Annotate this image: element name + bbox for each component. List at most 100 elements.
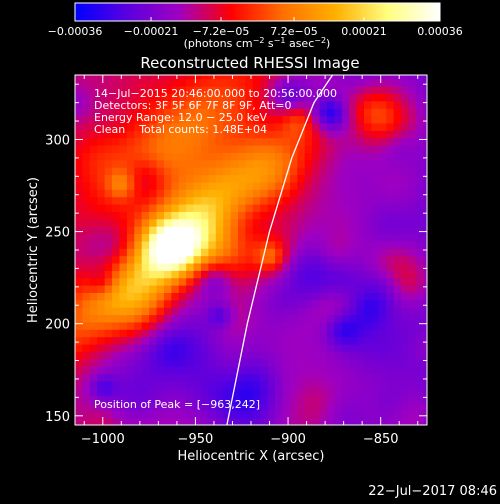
heatmap-cell	[171, 410, 180, 419]
heatmap-cell	[134, 351, 143, 360]
heatmap-cell	[364, 189, 373, 198]
heatmap-cell	[75, 307, 84, 316]
heatmap-cell	[215, 255, 224, 264]
heatmap-cell	[401, 115, 410, 124]
heatmap-cell	[238, 108, 247, 117]
heatmap-cell	[112, 336, 121, 345]
heatmap-cell	[386, 115, 395, 124]
heatmap-cell	[401, 299, 410, 308]
heatmap-cell	[297, 262, 306, 271]
heatmap-cell	[238, 351, 247, 360]
heatmap-cell	[163, 152, 172, 161]
heatmap-cell	[193, 86, 202, 95]
heatmap-cell	[104, 86, 113, 95]
heatmap-cell	[260, 86, 269, 95]
heatmap-cell	[282, 240, 291, 249]
heatmap-cell	[282, 145, 291, 153]
heatmap-cell	[326, 108, 335, 117]
x-tick-label: −900	[270, 432, 306, 447]
heatmap-cell	[126, 93, 135, 102]
heatmap-cell	[163, 145, 172, 153]
x-axis-label: Heliocentric X (arcsec)	[178, 449, 325, 464]
heatmap-cell	[186, 159, 195, 168]
heatmap-cell	[341, 174, 350, 183]
heatmap-cell	[423, 159, 427, 168]
heatmap-cell	[156, 203, 165, 212]
heatmap-cell	[149, 75, 158, 80]
heatmap-cell	[260, 388, 269, 397]
heatmap-cell	[289, 292, 298, 301]
heatmap-cell	[126, 152, 135, 161]
x-tick-label: −1000	[81, 432, 125, 447]
heatmap-cell	[408, 203, 417, 212]
heatmap-cell	[393, 410, 402, 419]
heatmap-cell	[126, 336, 135, 345]
heatmap-cell	[82, 336, 91, 345]
heatmap-cell	[326, 100, 335, 109]
heatmap-cell	[230, 211, 239, 220]
heatmap-cell	[326, 174, 335, 183]
heatmap-cell	[267, 329, 276, 338]
heatmap-cell	[156, 248, 165, 257]
heatmap-cell	[334, 145, 343, 153]
heatmap-cell	[349, 248, 358, 257]
heatmap-cell	[178, 395, 187, 404]
heatmap-cell	[238, 233, 247, 242]
heatmap-cell	[245, 366, 254, 375]
heatmap-cell	[82, 226, 91, 235]
heatmap-cell	[401, 329, 410, 338]
heatmap-cell	[319, 226, 328, 235]
heatmap-cell	[297, 321, 306, 330]
colorbar-tick-label: 0.00021	[341, 25, 387, 38]
heatmap-cell	[119, 285, 128, 293]
heatmap-cell	[112, 196, 121, 205]
heatmap-cell	[378, 174, 387, 183]
heatmap-cell	[267, 373, 276, 382]
heatmap-cell	[141, 248, 150, 257]
heatmap-cell	[156, 307, 165, 316]
heatmap-cell	[230, 366, 239, 375]
heatmap-cell	[349, 373, 358, 382]
heatmap-cell	[245, 75, 254, 80]
heatmap-cell	[252, 262, 261, 271]
heatmap-cell	[267, 402, 276, 411]
heatmap-cell	[304, 115, 313, 124]
heatmap-cell	[282, 93, 291, 102]
heatmap-cell	[341, 292, 350, 301]
heatmap-cell	[163, 262, 172, 271]
heatmap-cell	[178, 78, 187, 87]
heatmap-cell	[200, 307, 209, 316]
heatmap-cell	[200, 366, 209, 375]
heatmap-cell	[104, 321, 113, 330]
heatmap-cell	[341, 93, 350, 102]
heatmap-cell	[171, 270, 180, 279]
heatmap-cell	[104, 314, 113, 323]
heatmap-cell	[401, 270, 410, 279]
heatmap-cell	[149, 78, 158, 87]
heatmap-cell	[104, 380, 113, 389]
heatmap-cell	[267, 233, 276, 242]
heatmap-cell	[245, 174, 254, 183]
heatmap-cell	[252, 108, 261, 117]
heatmap-cell	[119, 262, 128, 271]
heatmap-cell	[141, 122, 150, 131]
heatmap-cell	[97, 314, 106, 323]
heatmap-cell	[386, 255, 395, 264]
heatmap-cell	[193, 130, 202, 139]
heatmap-cell	[326, 358, 335, 367]
heatmap-cell	[260, 307, 269, 316]
heatmap-cell	[282, 351, 291, 360]
heatmap-cell	[82, 292, 91, 301]
heatmap-cell	[401, 122, 410, 131]
heatmap-cell	[75, 100, 84, 109]
heatmap-cell	[364, 211, 373, 220]
heatmap-cell	[82, 255, 91, 264]
heatmap-cell	[401, 358, 410, 367]
heatmap-cell	[423, 358, 427, 367]
heatmap-cell	[223, 145, 232, 153]
heatmap-cell	[341, 417, 350, 425]
heatmap-cell	[171, 366, 180, 375]
heatmap-cell	[415, 248, 424, 257]
heatmap-cell	[149, 373, 158, 382]
heatmap-cell	[386, 159, 395, 168]
